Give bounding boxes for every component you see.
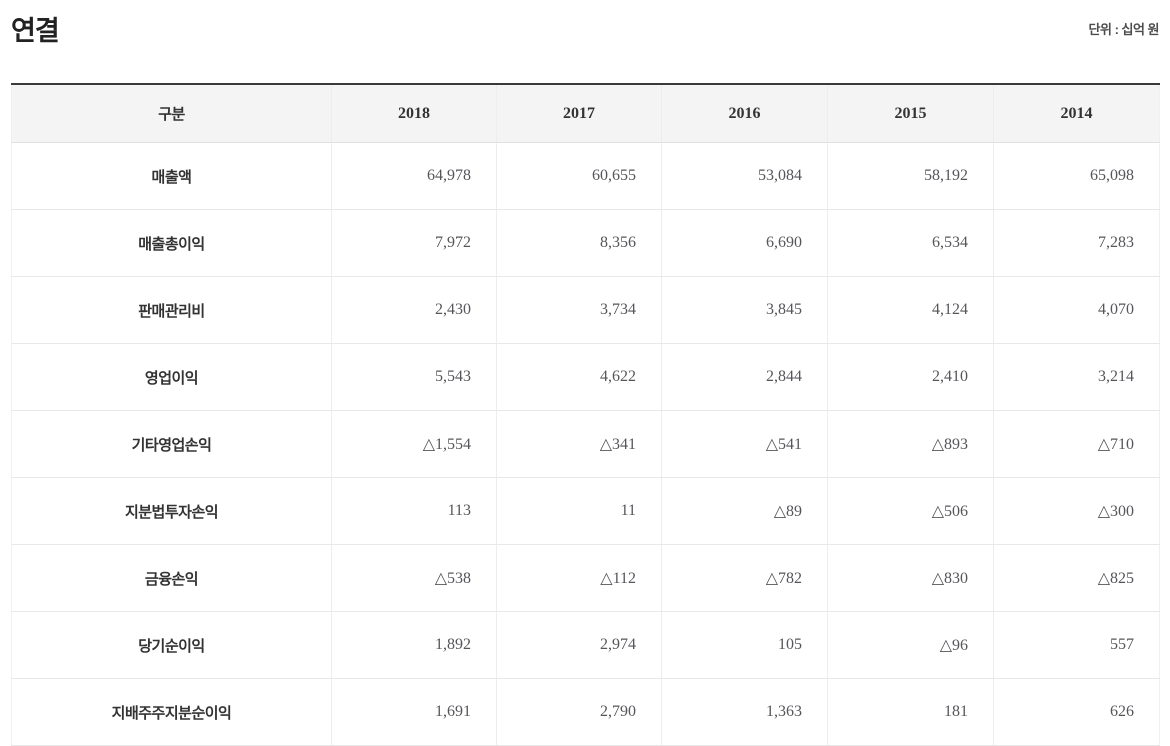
value-cell: 2,410 xyxy=(827,343,994,411)
value-cell: 2,844 xyxy=(661,343,828,411)
table-row: 매출액 64,978 60,655 53,084 58,192 65,098 xyxy=(11,142,1160,210)
row-label: 지분법투자손익 xyxy=(11,477,332,545)
column-header-2017: 2017 xyxy=(496,84,662,143)
value-cell: 4,622 xyxy=(496,343,662,411)
value-cell: 53,084 xyxy=(661,142,828,210)
row-label: 매출액 xyxy=(11,142,332,210)
row-label: 판매관리비 xyxy=(11,276,332,344)
value-cell: 7,972 xyxy=(331,209,497,277)
row-label: 당기순이익 xyxy=(11,611,332,679)
value-cell: 60,655 xyxy=(496,142,662,210)
table-row: 지배주주지분순이익 1,691 2,790 1,363 181 626 xyxy=(11,678,1160,746)
value-cell: 65,098 xyxy=(993,142,1160,210)
column-header-2015: 2015 xyxy=(827,84,994,143)
value-cell: 6,690 xyxy=(661,209,828,277)
page-title: 연결 xyxy=(11,16,60,46)
value-cell: 1,892 xyxy=(331,611,497,679)
value-cell: 58,192 xyxy=(827,142,994,210)
value-cell: 557 xyxy=(993,611,1160,679)
value-cell: △830 xyxy=(827,544,994,612)
column-header-2014: 2014 xyxy=(993,84,1160,143)
value-cell: 626 xyxy=(993,678,1160,746)
value-cell: 4,124 xyxy=(827,276,994,344)
table-row: 기타영업손익 △1,554 △341 △541 △893 △710 xyxy=(11,410,1160,478)
value-cell: 3,214 xyxy=(993,343,1160,411)
value-cell: 8,356 xyxy=(496,209,662,277)
value-cell: △538 xyxy=(331,544,497,612)
value-cell: △89 xyxy=(661,477,828,545)
value-cell: 113 xyxy=(331,477,497,545)
table-header-row: 구분 2018 2017 2016 2015 2014 xyxy=(11,84,1160,143)
value-cell: △541 xyxy=(661,410,828,478)
value-cell: △506 xyxy=(827,477,994,545)
value-cell: 6,534 xyxy=(827,209,994,277)
value-cell: 105 xyxy=(661,611,828,679)
value-cell: △893 xyxy=(827,410,994,478)
table-body: 매출액 64,978 60,655 53,084 58,192 65,098 매출총이익 7,… xyxy=(11,142,1160,746)
table-row: 당기순이익 1,892 2,974 105 △96 557 xyxy=(11,611,1160,679)
section-header: 연결 단위 : 십억 원 xyxy=(11,0,1160,83)
value-cell: 2,430 xyxy=(331,276,497,344)
value-cell: 1,691 xyxy=(331,678,497,746)
table-row: 매출총이익 7,972 8,356 6,690 6,534 7,283 xyxy=(11,209,1160,277)
column-header-category: 구분 xyxy=(11,84,332,143)
value-cell: △300 xyxy=(993,477,1160,545)
column-header-2016: 2016 xyxy=(661,84,828,143)
value-cell: 181 xyxy=(827,678,994,746)
row-label: 지배주주지분순이익 xyxy=(11,678,332,746)
financial-table: 구분 2018 2017 2016 2015 2014 매출액 64,978 60,… xyxy=(11,83,1160,746)
value-cell: 2,790 xyxy=(496,678,662,746)
value-cell: 7,283 xyxy=(993,209,1160,277)
value-cell: △1,554 xyxy=(331,410,497,478)
value-cell: 64,978 xyxy=(331,142,497,210)
value-cell: 4,070 xyxy=(993,276,1160,344)
value-cell: 3,845 xyxy=(661,276,828,344)
table-row: 금융손익 △538 △112 △782 △830 △825 xyxy=(11,544,1160,612)
row-label: 매출총이익 xyxy=(11,209,332,277)
table-row: 판매관리비 2,430 3,734 3,845 4,124 4,070 xyxy=(11,276,1160,344)
value-cell: 2,974 xyxy=(496,611,662,679)
table-row: 지분법투자손익 113 11 △89 △506 △300 xyxy=(11,477,1160,545)
row-label: 기타영업손익 xyxy=(11,410,332,478)
value-cell: △96 xyxy=(827,611,994,679)
value-cell: △341 xyxy=(496,410,662,478)
value-cell: △112 xyxy=(496,544,662,612)
unit-label: 단위 : 십억 원 xyxy=(1088,22,1160,37)
value-cell: 3,734 xyxy=(496,276,662,344)
value-cell: 5,543 xyxy=(331,343,497,411)
table-row: 영업이익 5,543 4,622 2,844 2,410 3,214 xyxy=(11,343,1160,411)
value-cell: △825 xyxy=(993,544,1160,612)
value-cell: △782 xyxy=(661,544,828,612)
row-label: 금융손익 xyxy=(11,544,332,612)
value-cell: △710 xyxy=(993,410,1160,478)
value-cell: 11 xyxy=(496,477,662,545)
column-header-2018: 2018 xyxy=(331,84,497,143)
value-cell: 1,363 xyxy=(661,678,828,746)
row-label: 영업이익 xyxy=(11,343,332,411)
